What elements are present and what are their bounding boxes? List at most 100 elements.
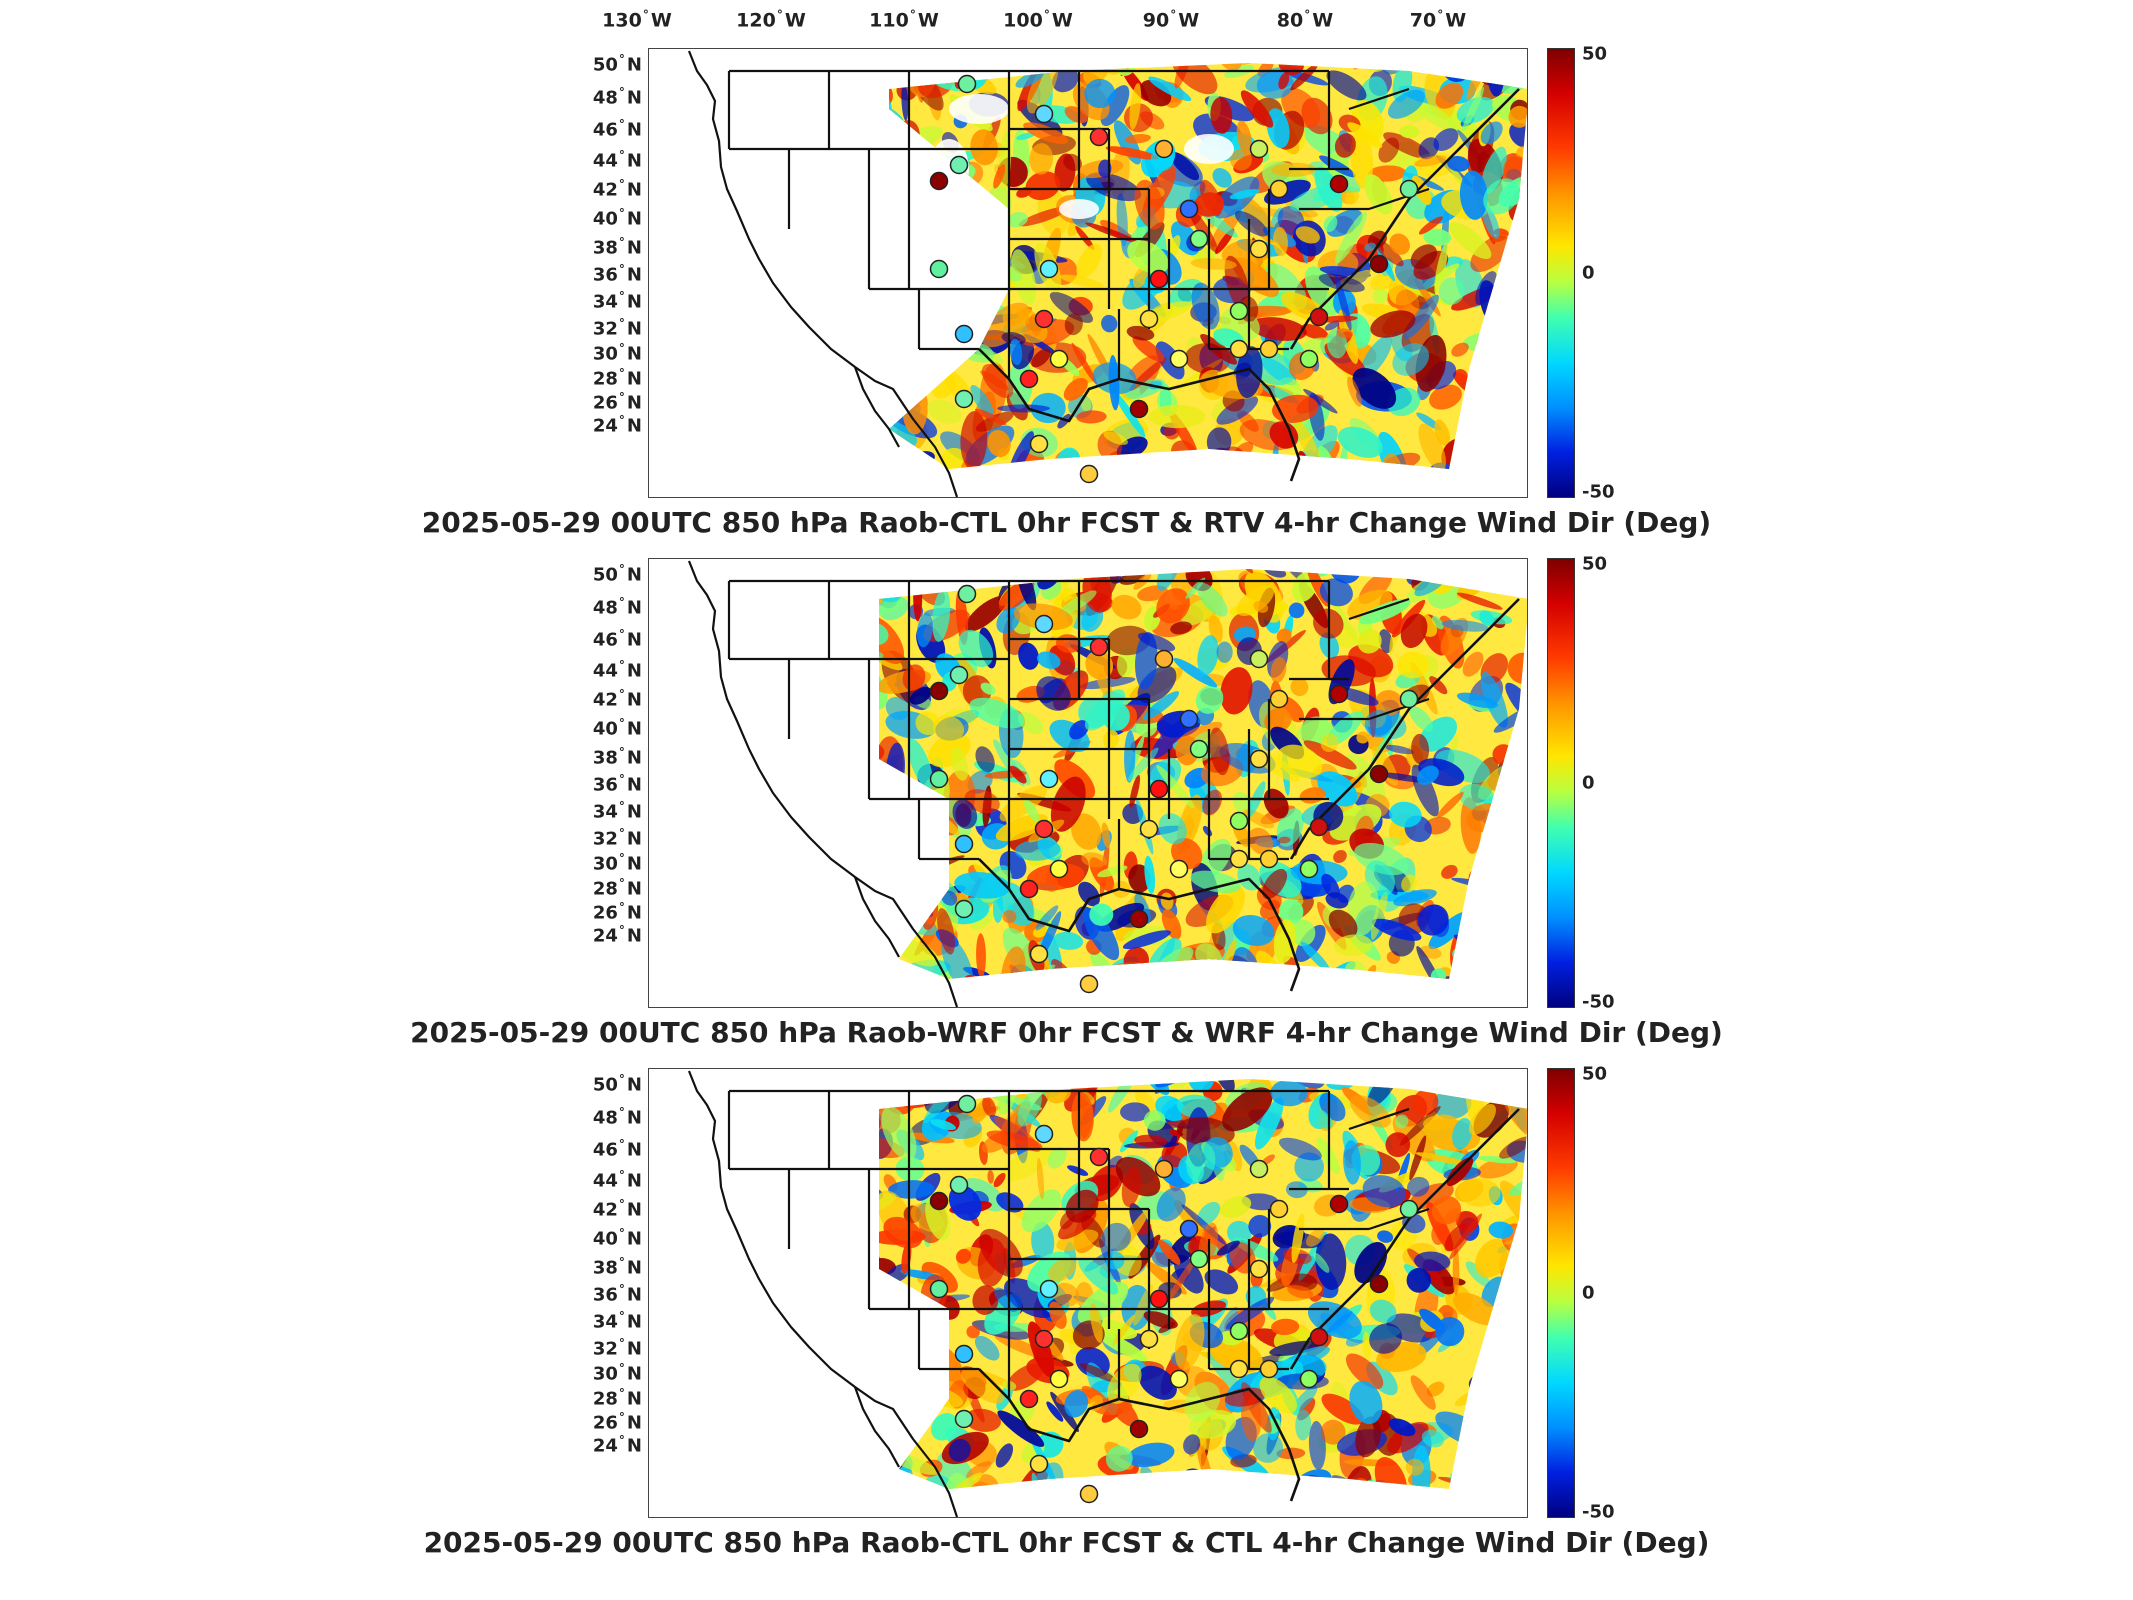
raob-station-marker	[1029, 434, 1049, 454]
lat-label-26: 26° N	[592, 1410, 642, 1434]
raob-station-marker	[1229, 811, 1249, 831]
raob-station-marker	[1089, 637, 1109, 657]
raob-station-marker	[1169, 1369, 1189, 1389]
lat-label-50: 50° N	[592, 1072, 642, 1096]
raob-station-marker	[1229, 339, 1249, 359]
raob-station-marker	[1139, 1329, 1159, 1349]
raob-station-marker	[1139, 819, 1159, 839]
lat-label-26: 26° N	[592, 900, 642, 924]
colorbar-tick: 0	[1582, 1282, 1595, 1304]
raob-station-marker	[929, 681, 949, 701]
raob-station-marker	[1299, 1369, 1319, 1389]
lat-label-38: 38° N	[592, 1255, 642, 1279]
raob-station-marker	[1249, 239, 1269, 259]
raob-station-marker	[1129, 399, 1149, 419]
raob-station-marker	[1179, 1219, 1199, 1239]
lon-label-130: 130° W	[602, 8, 672, 32]
raob-station-marker	[1189, 1249, 1209, 1269]
raob-station-marker	[1229, 849, 1249, 869]
raob-station-marker	[1329, 1194, 1349, 1214]
colorbar	[1547, 1068, 1575, 1518]
lat-label-24: 24° N	[592, 1433, 642, 1457]
map-panel-1: 50° N 48° N 46° N 44° N 42° N 40° N 38° N 36° N 34° N 32° N…	[0, 44, 2133, 558]
lon-label-70: 70° W	[1409, 8, 1467, 32]
wind-change-field	[879, 1079, 1527, 1489]
state-borders	[687, 50, 1520, 497]
lat-label-50: 50° N	[592, 562, 642, 586]
raob-station-marker	[1189, 739, 1209, 759]
lat-label-28: 28° N	[592, 1386, 642, 1410]
map-panel-2: 50° N 48° N 46° N 44° N 42° N 40° N 38° N 36° N 34° N 32° N…	[0, 554, 2133, 1068]
panel-title: 2025-05-29 00UTC 850 hPa Raob-WRF 0hr FC…	[410, 1016, 1723, 1049]
raob-station-marker	[1329, 174, 1349, 194]
colorbar-tick: 0	[1582, 772, 1595, 794]
raob-station-marker	[1309, 817, 1329, 837]
raob-station-marker	[1034, 104, 1054, 124]
raob-station-marker	[1399, 179, 1419, 199]
raob-station-marker	[1079, 974, 1099, 994]
colorbar-tick: -50	[1582, 991, 1615, 1013]
colorbar-tick: 0	[1582, 262, 1595, 284]
lat-label-40: 40° N	[592, 206, 642, 230]
lat-label-24: 24° N	[592, 923, 642, 947]
lon-label-100: 100° W	[1003, 8, 1073, 32]
lon-label-80: 80° W	[1276, 8, 1334, 32]
raob-station-marker	[1154, 139, 1174, 159]
panel-title: 2025-05-29 00UTC 850 hPa Raob-CTL 0hr FC…	[423, 1526, 1710, 1559]
lat-label-40: 40° N	[592, 1226, 642, 1250]
raob-station-marker	[1179, 199, 1199, 219]
raob-station-marker	[1129, 909, 1149, 929]
raob-stations	[929, 74, 1419, 484]
raob-station-marker	[1189, 229, 1209, 249]
raob-station-marker	[1089, 127, 1109, 147]
map-frame	[648, 558, 1528, 1008]
lat-label-28: 28° N	[592, 366, 642, 390]
wind-change-field	[889, 63, 1527, 469]
raob-station-marker	[1369, 764, 1389, 784]
raob-station-marker	[1039, 259, 1059, 279]
raob-station-marker	[1249, 749, 1269, 769]
raob-station-marker	[954, 389, 974, 409]
raob-station-marker	[1249, 649, 1269, 669]
raob-station-marker	[1249, 139, 1269, 159]
lat-label-36: 36° N	[592, 1282, 642, 1306]
raob-station-marker	[1149, 269, 1169, 289]
raob-station-marker	[1169, 859, 1189, 879]
lat-label-46: 46° N	[592, 1137, 642, 1161]
raob-station-marker	[1029, 1454, 1049, 1474]
raob-station-marker	[1154, 649, 1174, 669]
lat-label-44: 44° N	[592, 148, 642, 172]
raob-station-marker	[1034, 1124, 1054, 1144]
lat-label-30: 30° N	[592, 851, 642, 875]
colorbar-tick: -50	[1582, 1501, 1615, 1523]
raob-station-marker	[1049, 1369, 1069, 1389]
raob-station-marker	[1229, 1321, 1249, 1341]
raob-station-marker	[1019, 1389, 1039, 1409]
lon-label-90: 90° W	[1142, 8, 1200, 32]
lat-label-50: 50° N	[592, 52, 642, 76]
raob-station-marker	[1299, 859, 1319, 879]
raob-station-marker	[1269, 1199, 1289, 1219]
raob-station-marker	[949, 155, 969, 175]
longitude-axis: 130° W 120° W 110° W 100° W 90° W 80° W 70° W	[0, 0, 2133, 40]
wind-direction-map	[687, 1070, 1527, 1517]
raob-stations	[929, 584, 1419, 994]
raob-station-marker	[957, 74, 977, 94]
state-borders	[687, 560, 1520, 1007]
raob-station-marker	[1079, 464, 1099, 484]
raob-station-marker	[929, 769, 949, 789]
raob-station-marker	[1089, 1147, 1109, 1167]
lat-label-48: 48° N	[592, 595, 642, 619]
lat-label-34: 34° N	[592, 289, 642, 313]
raob-station-marker	[1154, 1159, 1174, 1179]
lat-label-46: 46° N	[592, 627, 642, 651]
map-frame	[648, 1068, 1528, 1518]
raob-station-marker	[1019, 879, 1039, 899]
raob-station-marker	[1259, 1359, 1279, 1379]
raob-station-marker	[954, 324, 974, 344]
raob-station-marker	[957, 584, 977, 604]
raob-station-marker	[1329, 684, 1349, 704]
lat-label-34: 34° N	[592, 799, 642, 823]
raob-station-marker	[954, 1409, 974, 1429]
raob-station-marker	[1049, 349, 1069, 369]
